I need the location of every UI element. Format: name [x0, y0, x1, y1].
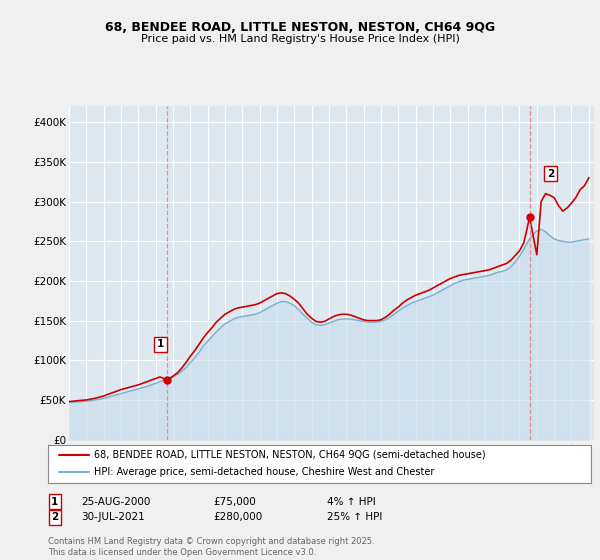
Text: HPI: Average price, semi-detached house, Cheshire West and Chester: HPI: Average price, semi-detached house,… [94, 468, 434, 478]
Text: Contains HM Land Registry data © Crown copyright and database right 2025.
This d: Contains HM Land Registry data © Crown c… [48, 537, 374, 557]
Text: 68, BENDEE ROAD, LITTLE NESTON, NESTON, CH64 9QG: 68, BENDEE ROAD, LITTLE NESTON, NESTON, … [105, 21, 495, 34]
Text: 4% ↑ HPI: 4% ↑ HPI [327, 497, 376, 507]
Text: £75,000: £75,000 [213, 497, 256, 507]
Text: 25% ↑ HPI: 25% ↑ HPI [327, 512, 382, 522]
Text: 2: 2 [547, 169, 554, 179]
Text: £280,000: £280,000 [213, 512, 262, 522]
Text: Price paid vs. HM Land Registry's House Price Index (HPI): Price paid vs. HM Land Registry's House … [140, 34, 460, 44]
Text: 68, BENDEE ROAD, LITTLE NESTON, NESTON, CH64 9QG (semi-detached house): 68, BENDEE ROAD, LITTLE NESTON, NESTON, … [94, 450, 486, 460]
Text: 30-JUL-2021: 30-JUL-2021 [81, 512, 145, 522]
Text: 2: 2 [51, 512, 58, 522]
Text: 1: 1 [157, 339, 164, 349]
Text: 25-AUG-2000: 25-AUG-2000 [81, 497, 151, 507]
Text: 1: 1 [51, 497, 58, 507]
